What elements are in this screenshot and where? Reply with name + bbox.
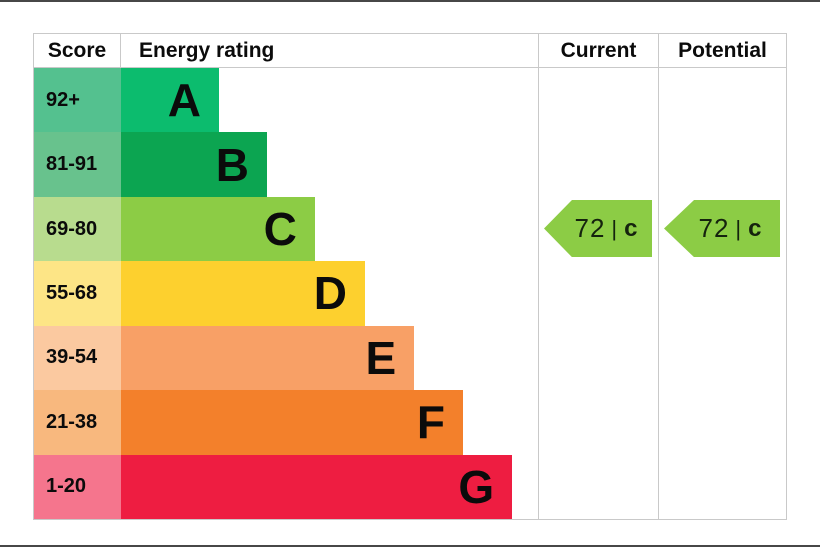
current-cell: 72 | c <box>538 196 659 262</box>
score-range-label: 69-80 <box>46 217 98 240</box>
score-range-cell: 55-68 <box>34 261 121 326</box>
rating-band-letter: C <box>263 203 297 256</box>
epc-table: Score Energy rating Current Potential 92… <box>33 33 787 520</box>
score-range-cell: 21-38 <box>34 390 121 455</box>
arrow-rating-letter: c <box>624 214 638 242</box>
energy-rating-column-header: Energy rating <box>139 38 275 62</box>
rating-band-letter: A <box>167 74 201 127</box>
potential-cell <box>659 132 786 196</box>
band-row: 55-68 D <box>34 261 786 326</box>
score-range-cell: 69-80 <box>34 196 121 262</box>
current-cell <box>538 325 659 391</box>
potential-cell <box>659 455 786 519</box>
score-range-cell: 92+ <box>34 68 121 133</box>
score-range-label: 81-91 <box>46 153 98 176</box>
current-cell <box>538 68 659 133</box>
band-row: 1-20 G <box>34 454 786 519</box>
current-column-header: Current <box>538 34 659 67</box>
potential-cell <box>659 390 786 454</box>
rating-band-bar: E <box>121 325 415 391</box>
score-column-header: Score <box>34 34 121 67</box>
arrow-rating-letter: c <box>748 214 762 242</box>
energy-rating-cell: A <box>121 68 538 133</box>
rating-band-bar: B <box>121 132 267 197</box>
potential-column-header: Potential <box>678 38 767 62</box>
score-range-label: 55-68 <box>46 281 98 304</box>
rating-band-bar: C <box>121 196 315 262</box>
energy-rating-cell: C <box>121 196 538 262</box>
rating-band-letter: B <box>215 138 249 191</box>
rating-band-bar: F <box>121 390 463 455</box>
band-row: 69-80 C 72 | c 72 | c <box>34 196 786 262</box>
current-cell <box>538 261 659 326</box>
table-header-row: Score Energy rating Current Potential <box>34 34 786 68</box>
potential-cell: 72 | c <box>659 197 786 261</box>
arrow-score-value: 72 <box>698 213 730 244</box>
rating-band-bar: A <box>121 68 219 133</box>
current-rating-arrow: 72 | c <box>544 199 652 258</box>
epc-rows: 92+ A 81-91 B 69-80 C <box>34 68 786 519</box>
band-row: 81-91 B <box>34 132 786 197</box>
arrow-divider: | <box>611 215 618 241</box>
energy-rating-cell: D <box>121 261 538 326</box>
rating-band-letter: E <box>365 331 397 384</box>
band-row: 21-38 F <box>34 390 786 455</box>
current-cell <box>538 390 659 455</box>
energy-rating-cell: G <box>121 454 538 519</box>
score-range-label: 1-20 <box>46 475 87 498</box>
score-range-label: 92+ <box>46 88 80 111</box>
rating-band-letter: G <box>458 460 495 513</box>
score-range-cell: 1-20 <box>34 454 121 519</box>
rating-band-bar: D <box>121 261 365 326</box>
potential-cell <box>659 326 786 390</box>
score-range-cell: 81-91 <box>34 132 121 197</box>
rating-band-bar: G <box>121 454 513 519</box>
energy-rating-cell: B <box>121 132 538 197</box>
energy-rating-cell: F <box>121 390 538 455</box>
score-range-cell: 39-54 <box>34 325 121 391</box>
score-range-label: 39-54 <box>46 346 98 369</box>
current-cell <box>538 132 659 197</box>
potential-cell <box>659 68 786 132</box>
band-row: 92+ A <box>34 68 786 133</box>
potential-cell <box>659 261 786 325</box>
potential-rating-arrow: 72 | c <box>664 199 780 258</box>
rating-band-letter: F <box>416 396 445 449</box>
rating-band-letter: D <box>313 267 347 320</box>
energy-rating-cell: E <box>121 325 538 391</box>
score-range-label: 21-38 <box>46 410 98 433</box>
current-cell <box>538 454 659 519</box>
band-row: 39-54 E <box>34 325 786 391</box>
arrow-score-value: 72 <box>574 213 606 244</box>
arrow-divider: | <box>735 215 742 241</box>
